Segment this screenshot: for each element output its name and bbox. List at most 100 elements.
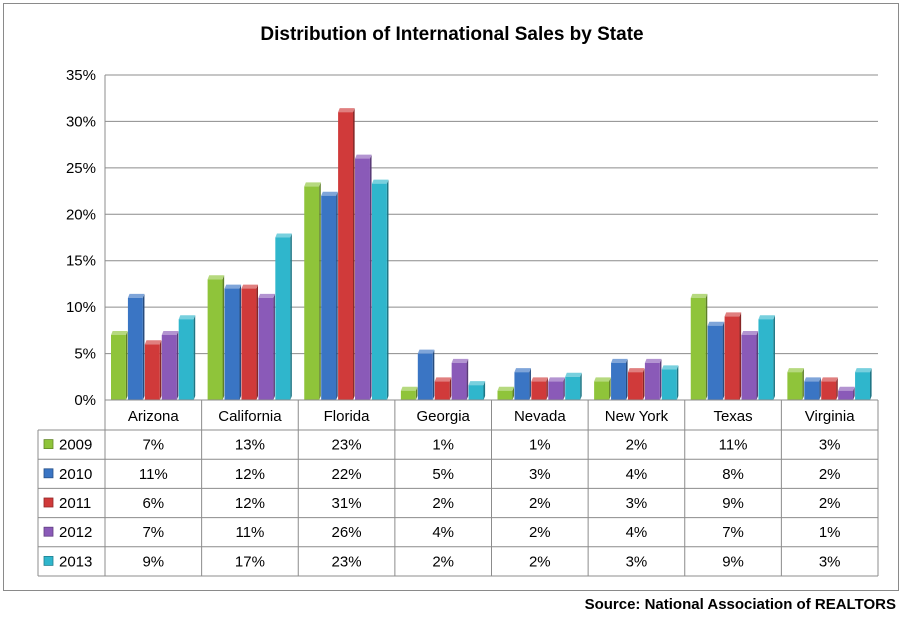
bar [417, 353, 433, 400]
table-cell: 2% [819, 466, 841, 483]
category-label: California [218, 408, 282, 425]
bar [758, 319, 774, 400]
category-label: New York [605, 408, 669, 425]
bar-top [417, 349, 435, 354]
bar-side [193, 315, 196, 400]
bar-side [625, 358, 628, 400]
bar [594, 381, 610, 400]
bar [690, 297, 706, 400]
bar-side [853, 386, 855, 400]
y-tick-label: 0% [74, 392, 96, 409]
bar [258, 297, 274, 400]
legend-key [43, 468, 54, 479]
bar-side [773, 315, 775, 400]
bar [434, 381, 450, 400]
bar-side [609, 377, 611, 400]
legend-key [43, 439, 54, 450]
bar-side [580, 372, 582, 400]
y-tick-label: 20% [66, 206, 96, 223]
table-cell: 6% [142, 495, 164, 512]
bar-side [353, 108, 355, 401]
table-cell: 11% [719, 437, 748, 454]
y-tick-label: 15% [66, 253, 96, 270]
bar-side [256, 284, 258, 400]
table-cell: 2% [819, 495, 841, 512]
bar [275, 237, 291, 400]
table-cell: 13% [235, 437, 265, 454]
table-cell: 8% [722, 466, 744, 483]
table-cell: 2% [529, 495, 551, 512]
bar-side [386, 179, 389, 400]
table-cell: 3% [529, 466, 551, 483]
bar-top [804, 377, 821, 382]
y-tick-label: 10% [66, 299, 96, 316]
legend-label: 2012 [59, 524, 92, 541]
bar-top [548, 377, 565, 382]
bar [144, 344, 160, 400]
category-label: Georgia [417, 408, 471, 425]
table-cell: 22% [332, 466, 362, 483]
table-cell: 12% [235, 466, 265, 483]
bar-side [483, 381, 486, 400]
bar-top [497, 386, 515, 391]
bar [531, 381, 547, 400]
table-cell: 4% [432, 524, 454, 541]
bar [838, 390, 854, 400]
category-label: Arizona [128, 408, 180, 425]
bar-top [661, 365, 679, 370]
bar-top [468, 381, 486, 386]
bar-top [838, 386, 855, 391]
table-cell: 3% [626, 553, 648, 570]
bar-side [449, 377, 452, 400]
table-cell: 23% [332, 553, 362, 570]
bar-top [531, 377, 548, 382]
table-cell: 1% [432, 437, 454, 454]
bar-side [273, 293, 275, 400]
bar-top [111, 331, 128, 335]
bar [627, 372, 643, 400]
table-cell: 3% [819, 553, 841, 570]
bar [338, 112, 354, 401]
bar-side [290, 233, 292, 400]
bar-side [546, 377, 548, 400]
table-cell: 2% [432, 553, 454, 570]
bar [161, 335, 177, 400]
bar-top [178, 315, 196, 320]
bar-side [802, 368, 804, 400]
bar [565, 376, 581, 400]
table-cell: 3% [819, 437, 841, 454]
table-cell: 2% [432, 495, 454, 512]
table-cell: 1% [819, 524, 841, 541]
table-cell: 1% [529, 437, 551, 454]
table-cell: 9% [722, 553, 744, 570]
table-cell: 7% [142, 437, 164, 454]
table-cell: 5% [432, 466, 454, 483]
table-cell: 2% [529, 553, 551, 570]
bar [514, 372, 530, 400]
bar-top [821, 377, 838, 382]
category-label: Nevada [514, 408, 566, 425]
bar-side [239, 284, 242, 400]
legend-label: 2011 [59, 495, 91, 512]
bar-side [319, 182, 321, 400]
bar-top [275, 233, 292, 238]
bar-top [644, 358, 662, 363]
bar-side [836, 377, 838, 400]
bar-side [756, 331, 759, 400]
table-cell: 2% [626, 437, 648, 454]
table-cell: 4% [626, 466, 648, 483]
table-cell: 11% [139, 466, 168, 483]
bar-top [855, 368, 872, 373]
bar-top [627, 368, 645, 373]
legend-label: 2010 [59, 466, 92, 483]
bar [548, 381, 564, 400]
bar [111, 335, 126, 400]
bar-side [529, 368, 531, 400]
table-cell: 9% [722, 495, 744, 512]
table-cell: 23% [332, 437, 362, 454]
bar [741, 335, 757, 400]
category-label: Florida [324, 408, 371, 425]
bar-top [241, 284, 258, 289]
bar-top [611, 358, 628, 363]
